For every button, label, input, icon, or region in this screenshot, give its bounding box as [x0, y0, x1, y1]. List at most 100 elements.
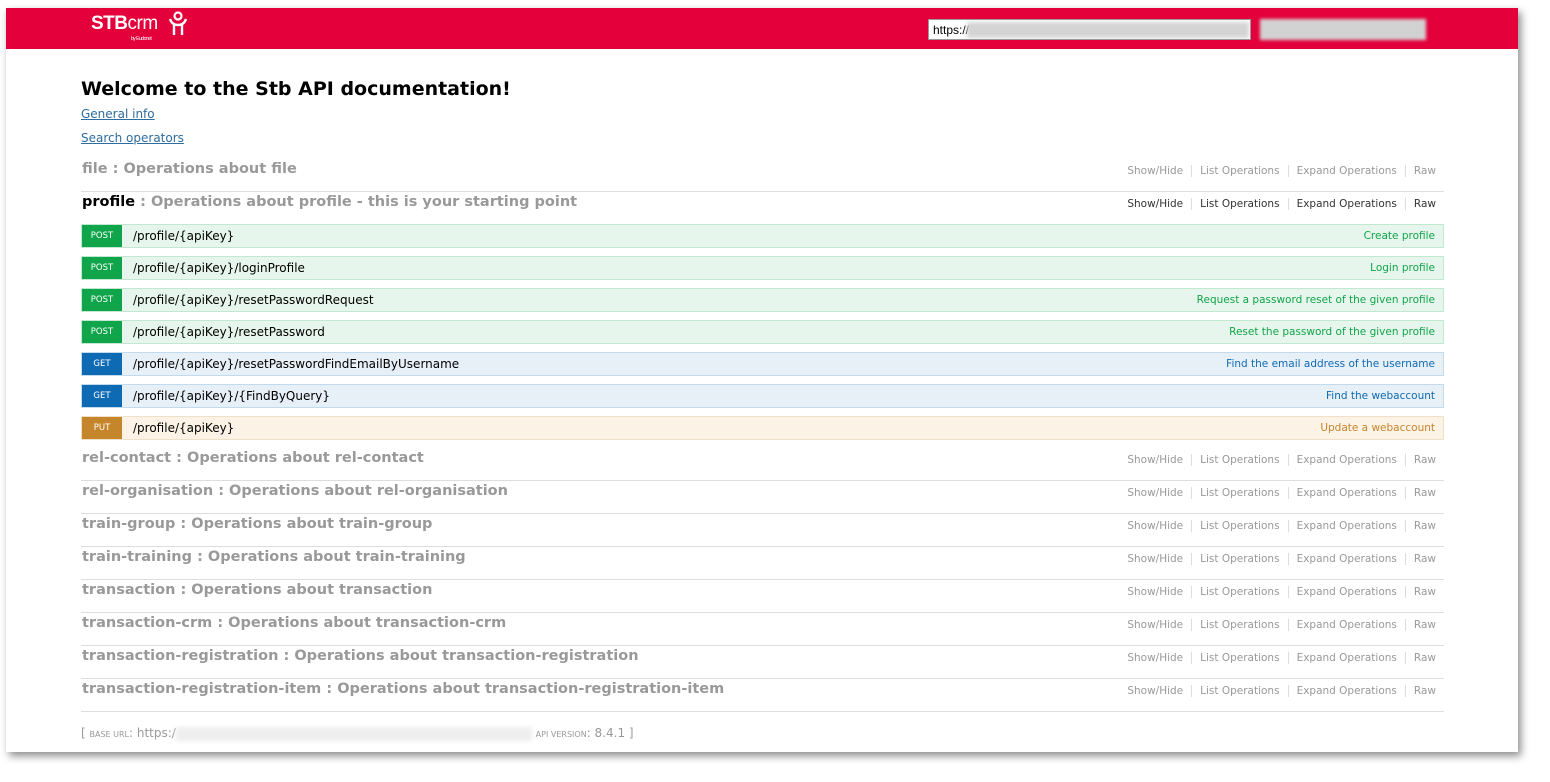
method-badge[interactable]: GET — [82, 385, 122, 407]
expand-operations-link[interactable]: Expand Operations — [1289, 586, 1406, 598]
list-operations-link[interactable]: List Operations — [1192, 198, 1289, 210]
raw-link[interactable]: Raw — [1413, 520, 1436, 532]
operation-path[interactable]: /profile/{apiKey} — [133, 421, 235, 435]
operation-summary[interactable]: Create profile — [1363, 230, 1435, 242]
show-hide-link[interactable]: Show/Hide — [1119, 165, 1193, 177]
operation-summary[interactable]: Reset the password of the given profile — [1229, 326, 1435, 338]
raw-link[interactable]: Raw — [1413, 619, 1436, 631]
operation-row[interactable]: GET/profile/{apiKey}/{FindByQuery} Find t… — [81, 384, 1444, 408]
list-operations-link[interactable]: List Operations — [1192, 685, 1289, 697]
section-title[interactable]: file : Operations about file — [82, 161, 297, 177]
raw-link[interactable]: Raw — [1413, 454, 1436, 466]
method-badge[interactable]: POST — [82, 289, 122, 311]
section-name[interactable]: transaction-registration — [82, 648, 279, 664]
operation-summary[interactable]: Login profile — [1370, 262, 1435, 274]
section-name[interactable]: transaction — [82, 582, 176, 598]
method-badge[interactable]: POST — [82, 225, 122, 247]
show-hide-link[interactable]: Show/Hide — [1119, 586, 1193, 598]
list-operations-link[interactable]: List Operations — [1192, 652, 1289, 664]
logo[interactable]: STBcrm by Eudonet — [91, 11, 188, 42]
raw-link[interactable]: Raw — [1413, 652, 1436, 664]
bracket: [ — [81, 726, 90, 740]
section-name[interactable]: profile — [82, 194, 136, 210]
section-title[interactable]: transaction-crm : Operations about trans… — [82, 615, 506, 631]
section-title[interactable]: rel-organisation : Operations about rel-… — [82, 483, 508, 499]
section-profile: profile : Operations about profile - thi… — [81, 192, 1444, 225]
method-badge[interactable]: POST — [82, 257, 122, 279]
expand-operations-link[interactable]: Expand Operations — [1289, 520, 1406, 532]
method-badge[interactable]: PUT — [82, 417, 122, 439]
search-operators-link[interactable]: Search operators — [81, 131, 184, 145]
expand-operations-link[interactable]: Expand Operations — [1289, 165, 1406, 177]
list-operations-link[interactable]: List Operations — [1192, 165, 1289, 177]
operation-summary[interactable]: Update a webaccount — [1320, 422, 1435, 434]
expand-operations-link[interactable]: Expand Operations — [1289, 198, 1406, 210]
show-hide-link[interactable]: Show/Hide — [1119, 520, 1193, 532]
section-title[interactable]: transaction : Operations about transacti… — [82, 582, 432, 598]
operation-row[interactable]: POST/profile/{apiKey}/loginProfile Login … — [81, 256, 1444, 280]
expand-operations-link[interactable]: Expand Operations — [1289, 454, 1406, 466]
operation-path[interactable]: /profile/{apiKey}/resetPasswordRequest — [133, 293, 374, 307]
section-title[interactable]: train-training : Operations about train-… — [82, 549, 466, 565]
operation-summary[interactable]: Request a password reset of the given pr… — [1196, 294, 1435, 306]
show-hide-link[interactable]: Show/Hide — [1119, 198, 1193, 210]
expand-operations-link[interactable]: Expand Operations — [1289, 619, 1406, 631]
api-key-input[interactable] — [1260, 19, 1426, 40]
show-hide-link[interactable]: Show/Hide — [1119, 553, 1193, 565]
section-train-group: train-group : Operations about train-gro… — [81, 514, 1444, 547]
api-url-input[interactable]: https:// — [928, 19, 1251, 40]
show-hide-link[interactable]: Show/Hide — [1119, 685, 1193, 697]
section-title[interactable]: transaction-registration-item : Operatio… — [82, 681, 724, 697]
general-info-link[interactable]: General info — [81, 107, 155, 121]
raw-link[interactable]: Raw — [1413, 198, 1436, 210]
operation-summary[interactable]: Find the webaccount — [1326, 390, 1435, 402]
list-operations-link[interactable]: List Operations — [1192, 454, 1289, 466]
list-operations-link[interactable]: List Operations — [1192, 487, 1289, 499]
operation-row[interactable]: POST/profile/{apiKey} Create profile — [81, 224, 1444, 248]
list-operations-link[interactable]: List Operations — [1192, 553, 1289, 565]
section-name[interactable]: transaction-registration-item — [82, 681, 322, 697]
show-hide-link[interactable]: Show/Hide — [1119, 487, 1193, 499]
operation-summary[interactable]: Find the email address of the username — [1226, 358, 1435, 370]
show-hide-link[interactable]: Show/Hide — [1119, 652, 1193, 664]
section-title[interactable]: profile : Operations about profile - thi… — [82, 194, 577, 210]
list-operations-link[interactable]: List Operations — [1192, 586, 1289, 598]
list-operations-link[interactable]: List Operations — [1192, 619, 1289, 631]
raw-link[interactable]: Raw — [1413, 553, 1436, 565]
section-name[interactable]: train-training — [82, 549, 193, 565]
method-badge[interactable]: GET — [82, 353, 122, 375]
operation-path[interactable]: /profile/{apiKey} — [133, 229, 235, 243]
expand-operations-link[interactable]: Expand Operations — [1289, 553, 1406, 565]
operation-path[interactable]: /profile/{apiKey}/{FindByQuery} — [133, 389, 331, 403]
operation-path[interactable]: /profile/{apiKey}/resetPassword — [133, 325, 325, 339]
show-hide-link[interactable]: Show/Hide — [1119, 454, 1193, 466]
operation-row[interactable]: POST/profile/{apiKey}/resetPasswordReque… — [81, 288, 1444, 312]
section-name[interactable]: rel-organisation — [82, 483, 214, 499]
operation-row[interactable]: GET/profile/{apiKey}/resetPasswordFindEm… — [81, 352, 1444, 376]
method-badge[interactable]: POST — [82, 321, 122, 343]
section-name[interactable]: file — [82, 161, 108, 177]
section-name[interactable]: transaction-crm — [82, 615, 213, 631]
raw-link[interactable]: Raw — [1413, 165, 1436, 177]
section-title[interactable]: transaction-registration : Operations ab… — [82, 648, 639, 664]
raw-link[interactable]: Raw — [1413, 487, 1436, 499]
section-title[interactable]: rel-contact : Operations about rel-conta… — [82, 450, 424, 466]
section-name[interactable]: rel-contact — [82, 450, 172, 466]
raw-link[interactable]: Raw — [1413, 685, 1436, 697]
expand-operations-link[interactable]: Expand Operations — [1289, 487, 1406, 499]
section-actions: Show/Hide List Operations Expand Operation… — [1119, 520, 1444, 532]
expand-operations-link[interactable]: Expand Operations — [1289, 652, 1406, 664]
raw-link[interactable]: Raw — [1413, 586, 1436, 598]
list-operations-link[interactable]: List Operations — [1192, 520, 1289, 532]
section-name[interactable]: train-group — [82, 516, 176, 532]
operation-path[interactable]: /profile/{apiKey}/loginProfile — [133, 261, 305, 275]
section-title[interactable]: train-group : Operations about train-gro… — [82, 516, 432, 532]
operation-path[interactable]: /profile/{apiKey}/resetPasswordFindEmail… — [133, 357, 460, 371]
section-description: : Operations about train-training — [192, 549, 466, 565]
show-hide-link[interactable]: Show/Hide — [1119, 619, 1193, 631]
operation-row[interactable]: PUT/profile/{apiKey} Update a webaccount — [81, 416, 1444, 440]
operation-row[interactable]: POST/profile/{apiKey}/resetPassword Reset… — [81, 320, 1444, 344]
section-actions: Show/Hide List Operations Expand Operation… — [1119, 165, 1444, 177]
expand-operations-link[interactable]: Expand Operations — [1289, 685, 1406, 697]
section-rel-contact: rel-contact : Operations about rel-conta… — [81, 448, 1444, 481]
